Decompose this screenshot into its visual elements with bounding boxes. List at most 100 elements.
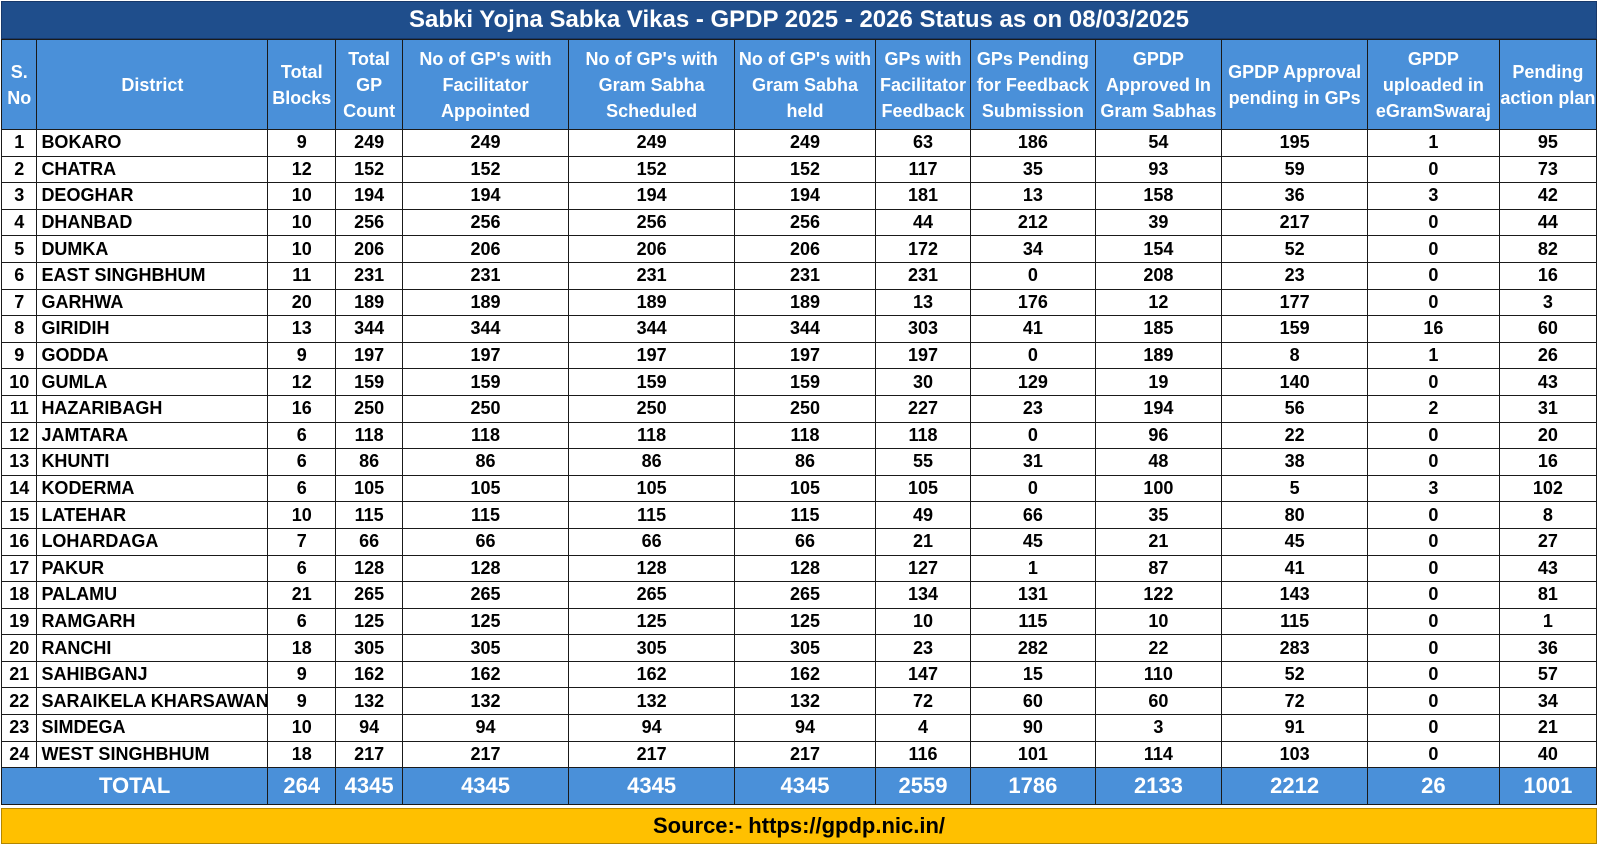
- table-cell: 60: [1498, 315, 1598, 343]
- table-cell: 16: [1367, 315, 1500, 343]
- table-cell: 231: [734, 261, 876, 290]
- table-cell: 103: [1221, 740, 1369, 769]
- table-cell: 0: [1367, 660, 1500, 689]
- table-cell: 197: [401, 341, 570, 370]
- total-cell: 264: [267, 767, 337, 806]
- table-cell: 43: [1498, 368, 1598, 396]
- table-cell: 0: [1367, 740, 1500, 769]
- table-cell: 158: [1094, 182, 1223, 210]
- table-cell: 162: [568, 660, 736, 689]
- table-cell: 57: [1498, 660, 1598, 689]
- table-cell: 152: [335, 155, 403, 184]
- district-name-cell: RANCHI: [36, 634, 269, 662]
- table-cell: 159: [734, 368, 876, 396]
- table-cell: 132: [401, 687, 570, 716]
- column-header: No of GP's with Facilitator Appointed: [401, 39, 570, 130]
- table-row: 21 SAHIBGANJ 9 162 162 162 162 147 15 110 52 0 57: [0, 660, 1598, 689]
- serial-number-cell: 10: [0, 368, 38, 396]
- table-cell: 132: [568, 687, 736, 716]
- table-cell: 72: [874, 687, 972, 716]
- table-cell: 80: [1221, 501, 1369, 529]
- table-cell: 9: [267, 660, 337, 689]
- table-cell: 36: [1221, 182, 1369, 210]
- table-cell: 118: [874, 421, 972, 450]
- table-cell: 189: [335, 288, 403, 317]
- table-cell: 265: [335, 581, 403, 609]
- table-cell: 12: [267, 368, 337, 396]
- table-cell: 22: [1221, 421, 1369, 450]
- table-cell: 256: [568, 208, 736, 237]
- table-cell: 6: [267, 554, 337, 583]
- table-cell: 22: [1094, 634, 1223, 662]
- table-cell: 194: [1094, 394, 1223, 423]
- table-cell: 172: [874, 235, 972, 263]
- table-cell: 154: [1094, 235, 1223, 263]
- table-cell: 344: [568, 315, 736, 343]
- table-cell: 125: [401, 607, 570, 636]
- district-name-cell: SARAIKELA KHARSAWAN: [36, 687, 269, 716]
- serial-number-cell: 4: [0, 208, 38, 237]
- table-cell: 128: [734, 554, 876, 583]
- table-cell: 0: [970, 474, 1096, 503]
- serial-number-cell: 14: [0, 474, 38, 503]
- table-cell: 10: [267, 235, 337, 263]
- table-cell: 9: [267, 341, 337, 370]
- table-cell: 0: [970, 261, 1096, 290]
- table-row: 24 WEST SINGHBHUM 18 217 217 217 217 116 101 114 1…: [0, 740, 1598, 769]
- table-cell: 86: [734, 448, 876, 476]
- table-cell: 217: [335, 740, 403, 769]
- district-name-cell: RAMGARH: [36, 607, 269, 636]
- table-cell: 189: [401, 288, 570, 317]
- table-cell: 128: [568, 554, 736, 583]
- column-header: Total Blocks: [267, 39, 337, 130]
- table-cell: 102: [1498, 474, 1598, 503]
- table-cell: 110: [1094, 660, 1223, 689]
- district-name-cell: LATEHAR: [36, 501, 269, 529]
- table-cell: 26: [1498, 341, 1598, 370]
- table-row: 10 GUMLA 12 159 159 159 159 30 129 19 140 0 43: [0, 368, 1598, 396]
- table-cell: 162: [734, 660, 876, 689]
- table-cell: 16: [267, 394, 337, 423]
- table-cell: 38: [1221, 448, 1369, 476]
- table-cell: 94: [734, 714, 876, 742]
- table-cell: 23: [874, 634, 972, 662]
- table-cell: 305: [568, 634, 736, 662]
- column-header: Pending action plan: [1498, 39, 1598, 130]
- table-cell: 66: [568, 527, 736, 556]
- district-name-cell: PALAMU: [36, 581, 269, 609]
- table-cell: 283: [1221, 634, 1369, 662]
- district-name-cell: PAKUR: [36, 554, 269, 583]
- table-cell: 194: [734, 182, 876, 210]
- district-name-cell: HAZARIBAGH: [36, 394, 269, 423]
- table-cell: 162: [401, 660, 570, 689]
- table-row: 13 KHUNTI 6 86 86 86 86 55 31 48 38 0 16: [0, 448, 1598, 476]
- table-cell: 105: [874, 474, 972, 503]
- district-name-cell: DEOGHAR: [36, 182, 269, 210]
- table-cell: 66: [734, 527, 876, 556]
- table-cell: 39: [1094, 208, 1223, 237]
- table-row: 23 SIMDEGA 10 94 94 94 94 4 90 3 91 0 21: [0, 714, 1598, 742]
- table-cell: 206: [335, 235, 403, 263]
- table-cell: 10: [267, 714, 337, 742]
- serial-number-cell: 17: [0, 554, 38, 583]
- table-cell: 13: [970, 182, 1096, 210]
- total-cell: 4345: [335, 767, 403, 806]
- district-name-cell: CHATRA: [36, 155, 269, 184]
- table-cell: 16: [1498, 448, 1598, 476]
- table-cell: 265: [568, 581, 736, 609]
- table-cell: 197: [335, 341, 403, 370]
- table-cell: 256: [401, 208, 570, 237]
- table-cell: 125: [568, 607, 736, 636]
- serial-number-cell: 24: [0, 740, 38, 769]
- table-cell: 0: [1367, 288, 1500, 317]
- table-cell: 30: [874, 368, 972, 396]
- table-cell: 91: [1221, 714, 1369, 742]
- table-cell: 250: [335, 394, 403, 423]
- district-name-cell: SAHIBGANJ: [36, 660, 269, 689]
- table-cell: 0: [1367, 208, 1500, 237]
- table-cell: 15: [970, 660, 1096, 689]
- district-name-cell: DUMKA: [36, 235, 269, 263]
- total-label: TOTAL: [0, 767, 269, 806]
- table-cell: 48: [1094, 448, 1223, 476]
- table-row: 11 HAZARIBAGH 16 250 250 250 250 227 23 194 56 2 31: [0, 394, 1598, 423]
